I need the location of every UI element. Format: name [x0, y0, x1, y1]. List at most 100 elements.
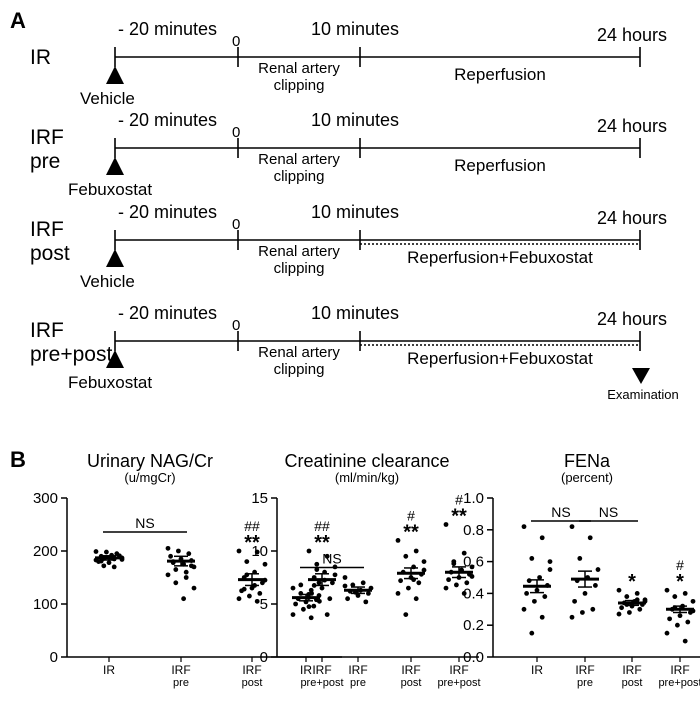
significance-star: ** [244, 532, 260, 554]
y-tick-label: 10 [251, 543, 268, 560]
data-point [421, 559, 427, 564]
y-tick-label: 200 [33, 543, 58, 560]
data-point [262, 561, 268, 567]
data-point [403, 612, 409, 617]
data-point [111, 564, 117, 570]
data-point [547, 567, 553, 572]
data-point [524, 591, 529, 596]
data-point [332, 572, 338, 578]
x-tick-label-sub: post [401, 677, 422, 689]
data-point [582, 591, 588, 596]
x-tick-label: IRF [449, 663, 468, 677]
x-tick-label-sub: pre+post [300, 677, 343, 689]
data-point [298, 582, 304, 588]
data-point [469, 574, 475, 579]
data-point [173, 580, 179, 586]
data-point [306, 548, 312, 554]
time-label-end: 24 hours [597, 116, 667, 136]
x-tick-label: IRF [401, 663, 420, 677]
data-point [306, 604, 312, 610]
data-point [634, 591, 640, 596]
data-point [539, 614, 545, 620]
data-point [301, 606, 306, 612]
data-point [547, 559, 553, 564]
data-point [345, 596, 350, 602]
data-point [191, 585, 197, 591]
ns-label: NS [599, 504, 618, 520]
data-point [308, 587, 314, 593]
data-point [181, 596, 187, 602]
clipping-label-2: clipping [274, 168, 325, 185]
data-point [311, 583, 317, 588]
data-point [682, 638, 688, 644]
x-tick-label: IRF [171, 663, 190, 677]
time-label-ten: 10 minutes [311, 303, 399, 323]
significance-star: ** [403, 521, 419, 543]
time-label-pre: - 20 minutes [118, 110, 217, 130]
data-point [637, 606, 643, 612]
time-label-ten: 10 minutes [311, 19, 399, 39]
data-point [104, 549, 109, 555]
data-point [616, 611, 622, 617]
data-point [451, 561, 457, 567]
data-point [542, 594, 548, 599]
data-point [461, 591, 467, 596]
y-tick-label: 0 [260, 649, 268, 666]
data-point [316, 580, 322, 586]
group-label: IRF [30, 126, 64, 149]
drug-label: Febuxostat [68, 180, 152, 199]
data-point [672, 594, 678, 599]
data-point [93, 549, 99, 554]
data-point [314, 567, 320, 572]
reperfusion-label: Reperfusion [454, 65, 546, 84]
x-tick-label-sub: pre [577, 677, 593, 689]
data-point [168, 553, 174, 559]
x-tick-label-sub: pre+post [658, 677, 700, 689]
chart-3: FENa(percent)0.00.20.40.60.81.0IR IRFpreI… [463, 451, 700, 689]
x-tick-label: IR [300, 663, 312, 677]
data-point [366, 591, 371, 596]
examination-label: Examination [607, 387, 679, 402]
data-point [308, 615, 314, 621]
time-label-pre: - 20 minutes [118, 19, 217, 39]
significance-star: ** [314, 532, 330, 554]
timeline-panel: IR - 20 minutes 0 10 minutes 24 hours Renal a… [30, 19, 679, 402]
reperfusion-label: Reperfusion+Febuxostat [407, 248, 593, 267]
administration-triangle-icon [106, 350, 124, 368]
significance-hash: # [455, 492, 463, 508]
significance-hash: # [407, 507, 415, 523]
administration-triangle-icon [106, 157, 124, 175]
x-tick-label-sub: post [242, 677, 263, 689]
time-label-zero: 0 [232, 216, 240, 233]
data-point [314, 561, 320, 567]
data-point [398, 578, 403, 584]
data-point [461, 550, 467, 556]
data-point [595, 567, 601, 572]
reperfusion-label: Reperfusion+Febuxostat [407, 349, 593, 368]
data-point [627, 610, 632, 615]
panel-a-label: A [10, 8, 26, 33]
drug-label: Vehicle [80, 272, 135, 291]
y-tick-label: 0.6 [463, 554, 484, 571]
data-point [395, 591, 401, 596]
data-point [416, 580, 422, 586]
data-point [290, 612, 296, 617]
data-point [413, 596, 419, 602]
data-point [183, 569, 189, 575]
data-point [311, 603, 317, 609]
data-point [685, 619, 691, 625]
data-point [254, 549, 260, 555]
clipping-label-1: Renal artery [258, 151, 340, 168]
data-point [675, 622, 680, 628]
data-point [327, 596, 333, 602]
data-point [521, 524, 527, 530]
data-point [677, 613, 683, 619]
data-point [521, 606, 527, 612]
x-tick-label-sub: pre [350, 677, 366, 689]
data-point [241, 586, 247, 592]
data-point [189, 563, 194, 569]
